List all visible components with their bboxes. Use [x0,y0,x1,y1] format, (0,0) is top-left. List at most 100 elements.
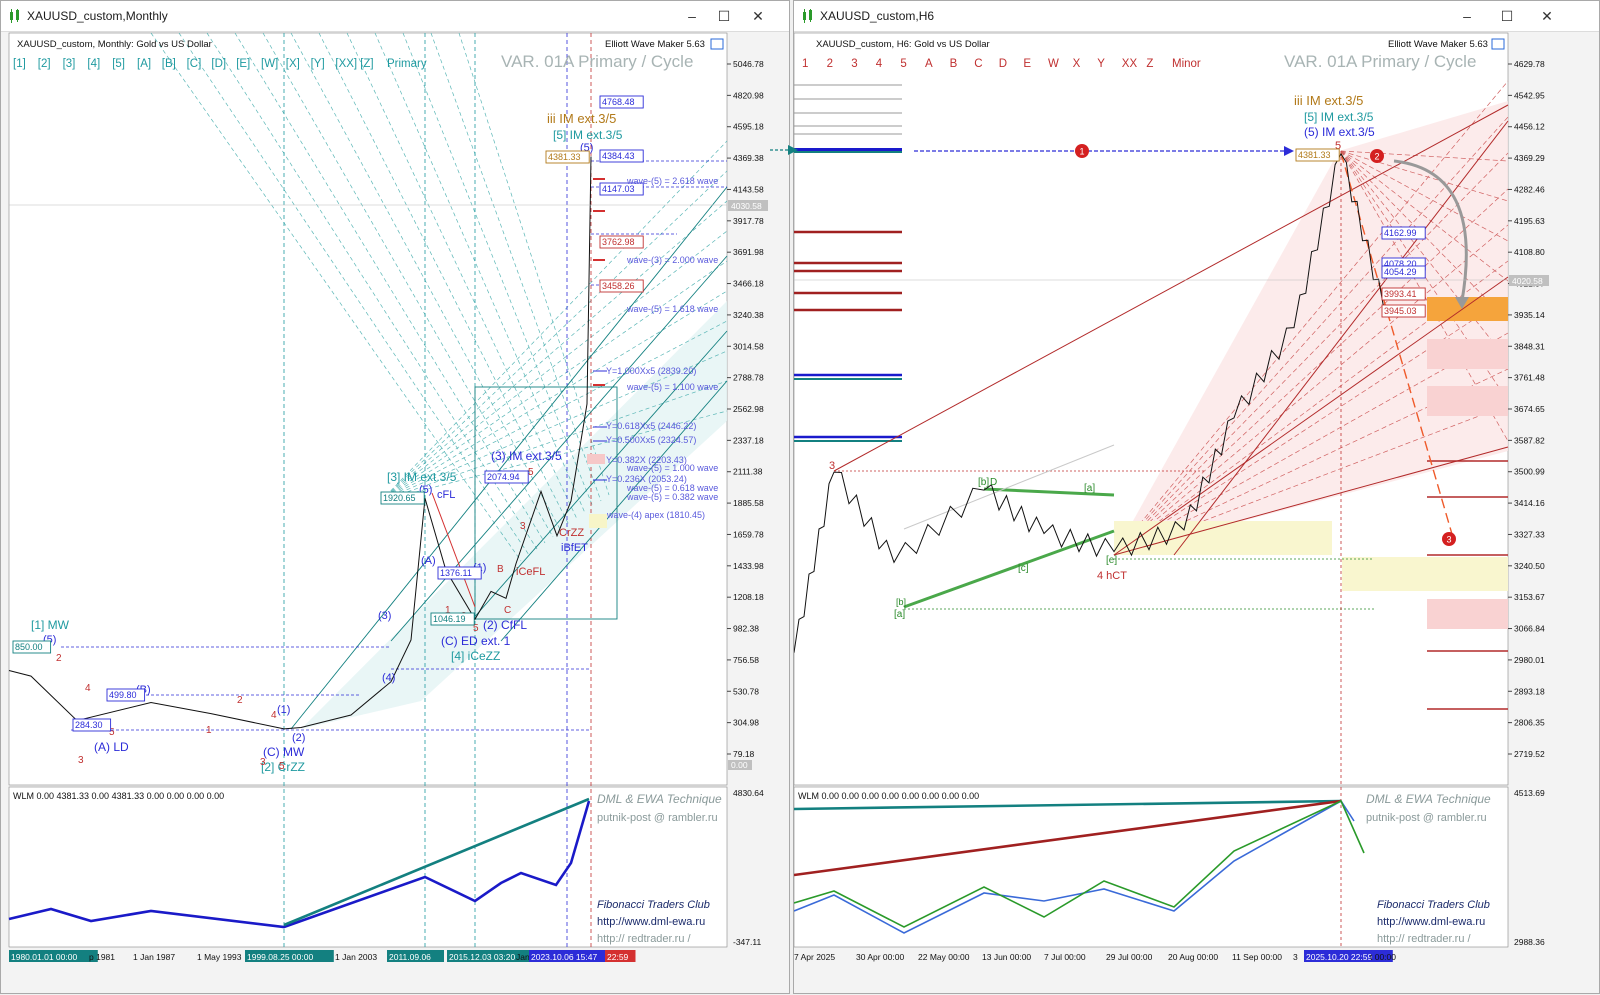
price-axis-label: 3466.18 [733,279,764,289]
marker-circle [1442,532,1456,546]
degree-button-3[interactable]: 4 [876,58,883,70]
fib-fan-line [380,290,728,502]
degree-button-3[interactable]: [4] [87,58,100,70]
chart-window-icon [803,9,812,23]
time-axis-label: 11 Sep 00:00 [1232,952,1282,962]
price-box-4384: 4384.43 [602,151,635,161]
maximize-button[interactable]: ☐ [717,8,731,24]
maximize-button[interactable]: ☐ [1500,8,1514,24]
degree-button-10[interactable]: W [1048,58,1059,70]
degree-button-11[interactable]: X [1073,58,1081,70]
wave-digit-15: 3 [520,521,526,532]
degree-button-13[interactable]: [XX] [335,58,357,70]
wave-label-top2: [5] IM ext.3/5 [1304,110,1374,124]
price-axis-label: 3848.31 [1514,341,1545,351]
close-button[interactable]: ✕ [1541,8,1553,24]
degree-button-14[interactable]: [Z] [360,58,373,70]
sub-header: WLM 0.00 4381.33 0.00 4381.33 0.00 0.00 … [13,791,224,801]
price-box-4381-box [545,150,590,164]
wave-digit-8: 5 [279,761,285,772]
close-button[interactable]: ✕ [752,8,764,24]
degree-button-8[interactable]: [D] [211,58,226,70]
degree-button-6[interactable]: B [950,58,958,70]
chart-header: XAUUSD_custom, H6: Gold vs US Dollar [816,39,990,50]
fib-text-f11: wave-(5) = 0.618 wave [626,483,718,493]
price-box-1046-box [430,612,475,626]
price-axis-label: 3327.33 [1514,529,1545,539]
degree-button-14[interactable]: Z [1146,58,1153,70]
fan-line [1340,150,1509,362]
wave-label-cfl: cFL [437,489,455,501]
degree-button-7[interactable]: [C] [187,58,202,70]
price-box-1920-box [380,491,425,505]
monthly-chart-window[interactable]: XAUUSD_custom,Monthly – ☐ ✕ [0,0,790,994]
wave-digit-11: 5 [473,623,479,634]
price-axis-label: 2337.18 [733,435,764,445]
wave-label-d: D [990,477,997,488]
price-axis-label: 5046.78 [733,59,764,69]
fib-fan-line [380,230,728,502]
fib-text-f10: Y=0.236X (2053.24) [606,474,687,484]
degree-button-1[interactable]: 2 [827,58,833,70]
degree-button-4[interactable]: 5 [900,58,906,70]
fib-fan-line [318,32,570,526]
wave-digit-0: 2 [56,653,62,664]
price-axis-label: 3014.58 [733,341,764,351]
fib-fan-line [234,32,546,544]
degree-button-8[interactable]: D [999,58,1007,70]
price-box-850: 850.00 [15,642,43,652]
time-axis-label: 7 Apr 2025 [794,952,835,962]
h6-chart-window[interactable]: XAUUSD_custom,H6 – ☐ ✕ [793,0,1600,994]
degree-button-5[interactable]: [A] [137,58,151,70]
fib-fan-line [150,32,522,562]
minimize-button[interactable]: – [1463,8,1471,24]
degree-button-2[interactable]: [3] [63,58,76,70]
price-axis-label: 79.18 [733,749,755,759]
degree-button-1[interactable]: [2] [38,58,51,70]
time-axis-label: 1980.01.01 00:00 [11,952,77,962]
price-axis-label: 4282.46 [1514,184,1545,194]
time-axis-label: 2015.12.03 03:20 [449,952,515,962]
degree-button-6[interactable]: [B] [162,58,176,70]
sub-axis-label: 4830.64 [733,788,764,798]
price-box-4381: 4381.33 [1298,150,1331,160]
degree-button-7[interactable]: C [974,58,982,70]
degree-button-4[interactable]: [5] [112,58,125,70]
wave-label-top2: [5] IM ext.3/5 [553,128,623,142]
link-arrow-icon [770,145,798,155]
degree-button-9[interactable]: E [1023,58,1031,70]
minimize-button[interactable]: – [688,8,696,24]
fib-text-f5: wave-(5) = 1.100 wave [626,382,718,392]
price-axis-label: 3935.14 [1514,310,1545,320]
wave-label-icefl: iCeFL [516,566,545,578]
sub-axis-label: 4513.69 [1514,788,1545,798]
credit-3: Fibonacci Traders Club [1377,899,1490,911]
degree-button-9[interactable]: [E] [236,58,250,70]
price-box-3762-box [599,235,644,249]
fib-text-f4: Y=1.000Xx5 (2839.20) [606,366,696,376]
degree-button-5[interactable]: A [925,58,933,70]
degree-button-13[interactable]: XX [1122,58,1138,70]
degree-button-0[interactable]: 1 [802,58,808,70]
degree-button-11[interactable]: [X] [286,58,300,70]
current-price: 4030.58 [731,201,762,211]
degree-button-12[interactable]: Y [1097,58,1105,70]
price-axis-label: 3240.50 [1514,561,1545,571]
price-box-4147: 4147.03 [602,184,635,194]
monthly-chart-canvas[interactable]: 5046.78 4820.98 4595.18 4369.38 4143.58 3917.… [1,1,791,995]
window-titlebar[interactable]: XAUUSD_custom,H6 – ☐ ✕ [794,1,1599,32]
price-axis-label: 4195.63 [1514,216,1545,226]
price-box-1920: 1920.65 [383,493,416,503]
time-axis-label: 1 Jan 2003 [335,952,377,962]
price-box-3762: 3762.98 [602,237,635,247]
h6-chart-canvas[interactable]: 4629.78 4542.95 4456.12 4369.29 4282.46 4195.… [794,1,1600,995]
degree-button-10[interactable]: [W] [261,58,278,70]
fan-line [1113,80,1509,556]
window-titlebar[interactable]: XAUUSD_custom,Monthly – ☐ ✕ [1,1,789,32]
price-box-3945: 3945.03 [1384,306,1417,316]
wave-label-iceZZ: [4] iCeZZ [451,649,500,663]
degree-button-12[interactable]: [Y] [311,58,325,70]
degree-button-0[interactable]: [1] [13,58,26,70]
price-axis-label: 530.78 [733,686,759,696]
degree-button-2[interactable]: 3 [851,58,857,70]
